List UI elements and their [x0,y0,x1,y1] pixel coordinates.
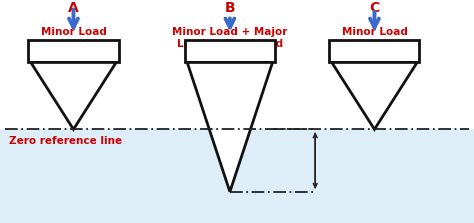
Polygon shape [187,62,273,192]
Text: A: A [68,1,79,15]
Text: Minor Load + Major
Load  = Total load: Minor Load + Major Load = Total load [172,27,288,49]
Text: C: C [369,1,380,15]
Bar [185,40,275,62]
Bar [329,40,419,62]
Text: B: B [225,1,235,15]
Polygon shape [31,62,116,129]
Bar [0,129,474,223]
Text: Minor Load: Minor Load [41,27,106,37]
Bar [28,40,118,62]
Polygon shape [332,62,417,129]
Text: Zero reference line: Zero reference line [9,136,123,146]
Text: Minor Load: Minor Load [342,27,407,37]
